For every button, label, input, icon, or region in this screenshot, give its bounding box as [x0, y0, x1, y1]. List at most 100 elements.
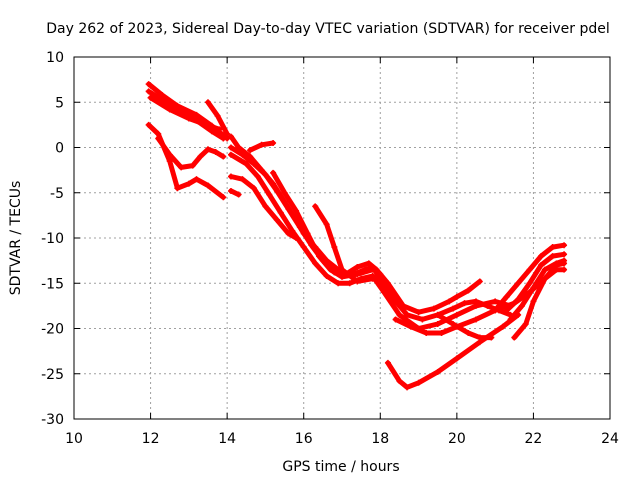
- data-point: [145, 88, 152, 95]
- data-point: [434, 320, 441, 327]
- data-point: [185, 115, 192, 122]
- x-axis-label: GPS time / hours: [282, 459, 399, 475]
- data-point: [147, 94, 154, 101]
- data-point: [465, 330, 472, 337]
- data-point: [369, 275, 376, 282]
- data-point: [193, 176, 200, 183]
- data-point: [492, 298, 499, 305]
- data-point: [214, 112, 221, 119]
- data-point: [220, 135, 227, 142]
- data-point: [201, 120, 208, 127]
- data-point: [511, 334, 518, 341]
- data-point: [258, 141, 265, 148]
- y-tick-label: 0: [55, 141, 64, 157]
- data-point: [227, 173, 234, 180]
- data-point: [339, 266, 345, 273]
- data-point: [335, 280, 342, 287]
- data-point: [461, 300, 468, 307]
- data-point: [541, 275, 548, 282]
- data-point: [419, 316, 426, 323]
- x-tick-label: 24: [601, 431, 619, 447]
- data-point: [285, 230, 292, 237]
- data-point: [499, 323, 506, 330]
- data-point: [145, 121, 152, 128]
- data-point: [396, 377, 403, 384]
- data-point: [522, 320, 529, 327]
- data-point: [430, 305, 437, 312]
- data-point: [327, 266, 334, 273]
- data-point: [270, 139, 277, 146]
- data-point: [492, 307, 499, 314]
- data-point: [273, 187, 280, 194]
- data-point: [227, 151, 234, 158]
- data-point: [266, 191, 273, 198]
- data-point: [166, 106, 173, 113]
- y-tick-label: -10: [41, 231, 64, 247]
- data-point: [453, 355, 460, 362]
- data-point: [155, 130, 162, 137]
- data-point: [331, 244, 338, 251]
- data-point: [407, 323, 414, 330]
- data-point: [193, 111, 200, 118]
- data-point: [312, 260, 319, 267]
- data-point: [518, 302, 525, 309]
- data-point: [250, 160, 257, 167]
- data-point: [281, 189, 288, 196]
- data-point: [220, 194, 227, 201]
- x-tick-label: 14: [218, 431, 236, 447]
- data-point: [185, 180, 192, 187]
- y-tick-label: -15: [41, 276, 64, 292]
- data-point: [277, 209, 284, 216]
- y-tick-label: 10: [46, 50, 64, 66]
- data-point: [323, 273, 330, 280]
- data-point: [553, 262, 560, 269]
- y-tick-label: -5: [50, 186, 64, 202]
- data-point: [293, 207, 300, 214]
- data-point: [354, 263, 361, 270]
- data-point: [262, 203, 269, 210]
- data-point: [377, 271, 384, 278]
- data-point: [197, 153, 204, 160]
- data-point: [473, 302, 479, 309]
- x-tick-label: 18: [371, 431, 389, 447]
- data-point: [250, 185, 257, 192]
- data-point: [270, 169, 277, 176]
- data-point: [243, 160, 250, 167]
- data-point: [289, 227, 296, 234]
- data-point: [561, 260, 568, 267]
- data-point: [530, 298, 537, 305]
- data-point: [262, 171, 269, 178]
- data-point: [205, 99, 211, 106]
- data-point: [538, 253, 545, 260]
- data-point: [450, 305, 457, 312]
- data-point: [224, 130, 231, 137]
- grid: [74, 57, 610, 419]
- data-point: [312, 203, 319, 210]
- data-point: [515, 296, 522, 303]
- data-point: [453, 293, 460, 300]
- data-point: [476, 278, 483, 285]
- data-point: [465, 287, 472, 294]
- data-point: [476, 334, 483, 341]
- data-point: [415, 309, 422, 316]
- data-point: [561, 266, 568, 273]
- data-point: [254, 173, 261, 180]
- data-point: [227, 133, 234, 140]
- data-point: [488, 334, 495, 341]
- x-tick-label: 10: [65, 431, 83, 447]
- data-point: [205, 182, 211, 189]
- data-point: [515, 280, 522, 287]
- data-point: [561, 242, 568, 249]
- data-point: [166, 158, 173, 165]
- chart-title: Day 262 of 2023, Sidereal Day-to-day VTE…: [46, 21, 610, 37]
- data-point: [354, 278, 361, 285]
- data-point: [507, 316, 514, 323]
- data-point: [239, 176, 246, 183]
- x-tick-label: 20: [448, 431, 466, 447]
- data-point: [384, 359, 391, 366]
- data-point: [446, 298, 453, 305]
- data-point: [503, 307, 510, 314]
- data-point: [392, 316, 399, 323]
- data-point: [205, 146, 211, 153]
